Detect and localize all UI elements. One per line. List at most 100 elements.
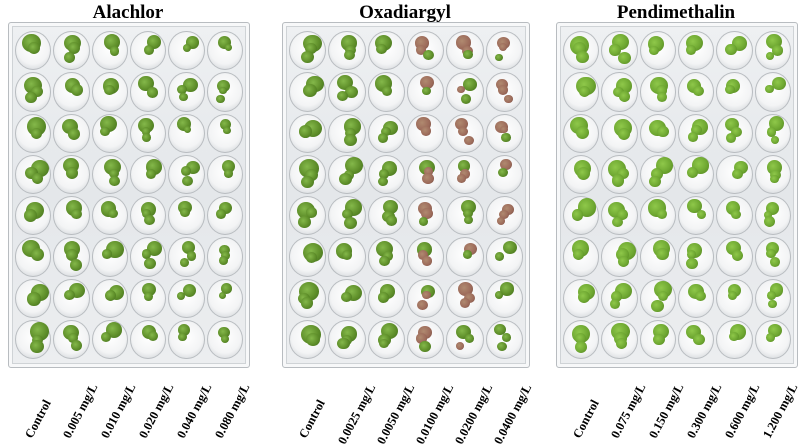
well	[563, 72, 600, 112]
duckweed-frond	[177, 324, 190, 336]
duckweed-frond	[656, 85, 668, 96]
well	[367, 237, 405, 277]
duckweed-frond	[497, 341, 507, 351]
duckweed-frond	[377, 176, 388, 187]
duckweed-frond	[30, 339, 44, 353]
duckweed-frond	[458, 281, 474, 297]
well	[328, 31, 366, 71]
well	[406, 237, 445, 277]
duckweed-frond	[27, 292, 41, 306]
well	[289, 278, 327, 318]
well	[406, 154, 445, 194]
duckweed-frond	[186, 251, 197, 261]
concentration-label: Control	[570, 397, 602, 441]
well	[129, 278, 167, 318]
duckweed-frond	[770, 135, 780, 145]
duckweed-frond	[28, 42, 41, 54]
well	[367, 319, 405, 359]
well	[129, 154, 167, 194]
well	[15, 196, 52, 236]
duckweed-frond	[376, 44, 387, 55]
duckweed-frond	[576, 50, 589, 64]
duckweed-frond	[765, 84, 774, 93]
duckweed-frond	[617, 167, 630, 180]
duckweed-frond	[465, 333, 475, 343]
duckweed-frond	[218, 244, 230, 256]
duckweed-frond	[216, 209, 226, 219]
duckweed-frond	[219, 119, 231, 131]
well	[677, 31, 715, 71]
well	[206, 237, 243, 277]
duckweed-frond	[770, 257, 781, 268]
duckweed-frond	[462, 249, 473, 259]
duckweed-frond	[177, 292, 186, 301]
duckweed-frond	[299, 125, 313, 139]
well	[15, 154, 52, 194]
well	[289, 113, 327, 153]
duckweed-frond	[177, 85, 187, 95]
well	[677, 196, 715, 236]
duckweed-frond	[32, 173, 44, 185]
duckweed-frond	[610, 291, 622, 303]
duckweed-frond	[688, 132, 698, 142]
well	[53, 278, 90, 318]
duckweed-frond	[731, 209, 741, 220]
duckweed-frond	[618, 51, 631, 65]
duckweed-frond	[179, 92, 189, 102]
duckweed-frond	[415, 333, 428, 345]
duckweed-frond	[613, 86, 625, 98]
well	[601, 319, 638, 359]
well	[446, 196, 484, 236]
well	[168, 154, 205, 194]
duckweed-frond	[419, 75, 434, 90]
concentration-label: 0.040 mg/L	[174, 381, 215, 441]
duckweed-frond	[457, 160, 471, 173]
concentration-label: 0.010 mg/L	[98, 381, 139, 441]
duckweed-frond	[225, 44, 233, 52]
duckweed-frond	[306, 333, 320, 347]
duckweed-frond	[223, 127, 231, 135]
duckweed-frond	[726, 132, 737, 143]
well	[754, 319, 791, 359]
concentration-labels-alachlor: Control 0.005 mg/L 0.010 mg/L 0.020 mg/L…	[8, 370, 252, 444]
well	[446, 278, 484, 318]
well	[328, 154, 366, 194]
duckweed-frond	[418, 249, 429, 260]
well	[129, 31, 167, 71]
duckweed-frond	[423, 49, 435, 60]
duckweed-frond	[220, 250, 230, 260]
well	[206, 72, 243, 112]
duckweed-frond	[102, 249, 112, 259]
well	[206, 113, 243, 153]
duckweed-frond	[379, 255, 391, 267]
duckweed-frond	[301, 50, 315, 63]
well	[639, 31, 676, 71]
duckweed-frond	[180, 207, 190, 217]
well	[289, 154, 327, 194]
duckweed-frond	[31, 128, 43, 140]
duckweed-frond	[418, 217, 429, 227]
duckweed-frond	[696, 209, 706, 219]
well	[91, 237, 128, 277]
duckweed-frond	[105, 289, 117, 301]
well	[406, 319, 445, 359]
duckweed-frond	[455, 117, 468, 130]
well	[328, 237, 366, 277]
well	[601, 154, 638, 194]
duckweed-frond	[146, 87, 158, 98]
duckweed-frond	[109, 175, 120, 187]
well	[601, 113, 638, 153]
duckweed-frond	[460, 169, 471, 179]
duckweed-frond	[65, 167, 78, 179]
duckweed-frond	[70, 84, 83, 97]
duckweed-frond	[455, 342, 464, 351]
well	[563, 196, 600, 236]
well	[446, 31, 484, 71]
well	[328, 113, 366, 153]
well	[367, 154, 405, 194]
well	[639, 278, 676, 318]
well	[446, 154, 484, 194]
well	[446, 319, 484, 359]
duckweed-frond	[101, 332, 112, 343]
duckweed-frond	[421, 86, 431, 96]
